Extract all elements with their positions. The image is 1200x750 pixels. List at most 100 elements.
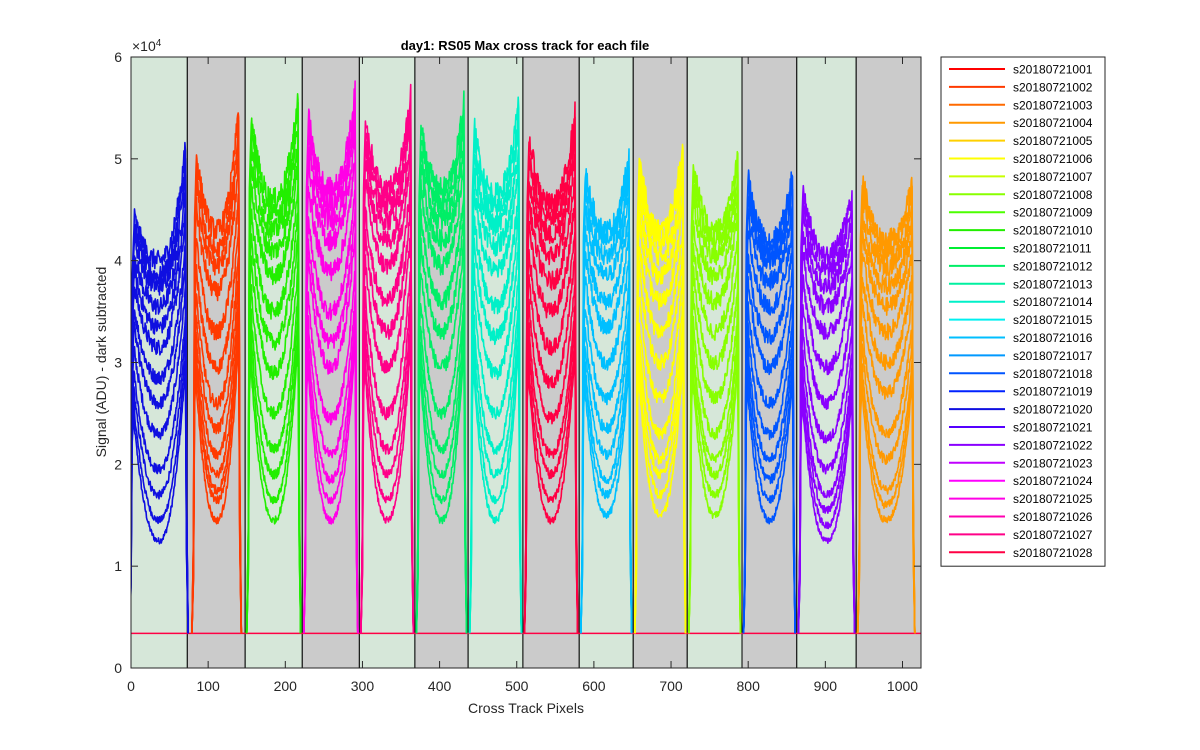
series-line <box>303 114 359 634</box>
series-line <box>191 158 243 634</box>
series-line <box>797 274 856 634</box>
series-line <box>245 128 302 634</box>
series-line <box>688 212 742 634</box>
series-line <box>688 352 742 634</box>
legend-entry: s20180721008 <box>1013 188 1093 202</box>
series-line <box>415 238 468 634</box>
series-line <box>580 280 633 634</box>
series-line <box>688 188 742 634</box>
series-line <box>856 200 916 634</box>
legend-entry: s20180721006 <box>1013 152 1093 166</box>
series-line <box>797 366 856 634</box>
series-line <box>303 337 359 634</box>
series-line <box>303 188 359 634</box>
series-line <box>245 185 302 634</box>
series-line <box>303 232 359 634</box>
series-line <box>468 273 523 634</box>
series-line <box>580 170 633 634</box>
series-line <box>742 169 796 634</box>
series-line <box>415 167 468 634</box>
plot-lines <box>131 80 921 635</box>
series-line <box>360 205 415 634</box>
series-line <box>245 304 302 634</box>
series-line <box>415 297 468 634</box>
y-tick-label: 6 <box>114 49 122 65</box>
series-line <box>580 310 633 634</box>
series-line <box>303 308 359 634</box>
series-line <box>415 332 468 634</box>
series-line <box>856 382 916 634</box>
series-line <box>688 284 742 634</box>
series-line <box>797 327 856 634</box>
series-line <box>131 331 189 634</box>
series-line <box>360 304 415 634</box>
series-line <box>742 294 796 634</box>
series-line <box>634 355 687 634</box>
series-line <box>415 109 468 634</box>
series-line <box>688 335 742 634</box>
series-line <box>523 284 579 634</box>
y-tick-label: 2 <box>114 456 122 472</box>
series-line <box>742 244 796 634</box>
series-line <box>580 337 633 634</box>
x-tick-label: 100 <box>196 678 220 694</box>
series-line <box>360 228 415 634</box>
series-line <box>468 314 523 634</box>
series-line <box>303 329 359 634</box>
series-line <box>131 157 189 634</box>
x-tick-label: 200 <box>274 678 298 694</box>
legend-entry: s20180721011 <box>1013 242 1092 256</box>
legend-entry: s20180721026 <box>1013 510 1093 524</box>
y-tick-label: 4 <box>114 253 122 269</box>
series-line <box>245 93 302 634</box>
y-tick-label: 1 <box>114 558 122 574</box>
x-tick-label: 800 <box>737 678 761 694</box>
series-line <box>742 374 796 634</box>
series-line <box>245 291 302 634</box>
series-line <box>191 193 243 634</box>
series-line <box>131 316 189 634</box>
series-line <box>856 338 916 634</box>
legend-entry: s20180721023 <box>1013 456 1093 470</box>
x-axis-label: Cross Track Pixels <box>468 700 584 716</box>
series-line <box>580 352 633 634</box>
series-line <box>191 336 243 634</box>
legend-entry: s20180721016 <box>1013 331 1093 345</box>
series-line <box>634 223 687 634</box>
series-line <box>688 164 742 634</box>
series-line <box>856 326 916 634</box>
series-line <box>797 228 856 634</box>
series-line <box>634 195 687 634</box>
series-line <box>634 243 687 634</box>
legend: s20180721001 s20180721002 s20180721003 s201… <box>940 56 1106 567</box>
series-line <box>688 365 742 634</box>
legend-entry: s20180721022 <box>1013 438 1093 452</box>
series-line <box>688 331 742 634</box>
series-line <box>856 253 916 634</box>
series-line <box>580 260 633 634</box>
series-line <box>634 180 687 634</box>
series-line <box>688 231 742 634</box>
series-line <box>303 97 359 634</box>
series-line <box>415 90 468 634</box>
series-line <box>191 112 243 634</box>
series-line <box>523 154 579 634</box>
legend-entry: s20180721020 <box>1013 403 1093 417</box>
series-line <box>523 231 579 634</box>
series-line <box>131 197 189 634</box>
legend-entry: s20180721002 <box>1013 80 1093 94</box>
series-line <box>523 196 579 634</box>
series-line <box>856 359 916 634</box>
series-line <box>245 212 302 634</box>
series-line <box>856 274 916 634</box>
series-line <box>360 329 415 634</box>
legend-entry: s20180721007 <box>1013 170 1093 184</box>
legend-entry: s20180721013 <box>1013 277 1093 291</box>
legend-entry: s20180721009 <box>1013 206 1093 220</box>
series-line <box>468 340 523 634</box>
series-line <box>797 194 856 634</box>
series-line <box>688 307 742 634</box>
series-line <box>688 150 742 634</box>
series-line <box>856 175 916 634</box>
